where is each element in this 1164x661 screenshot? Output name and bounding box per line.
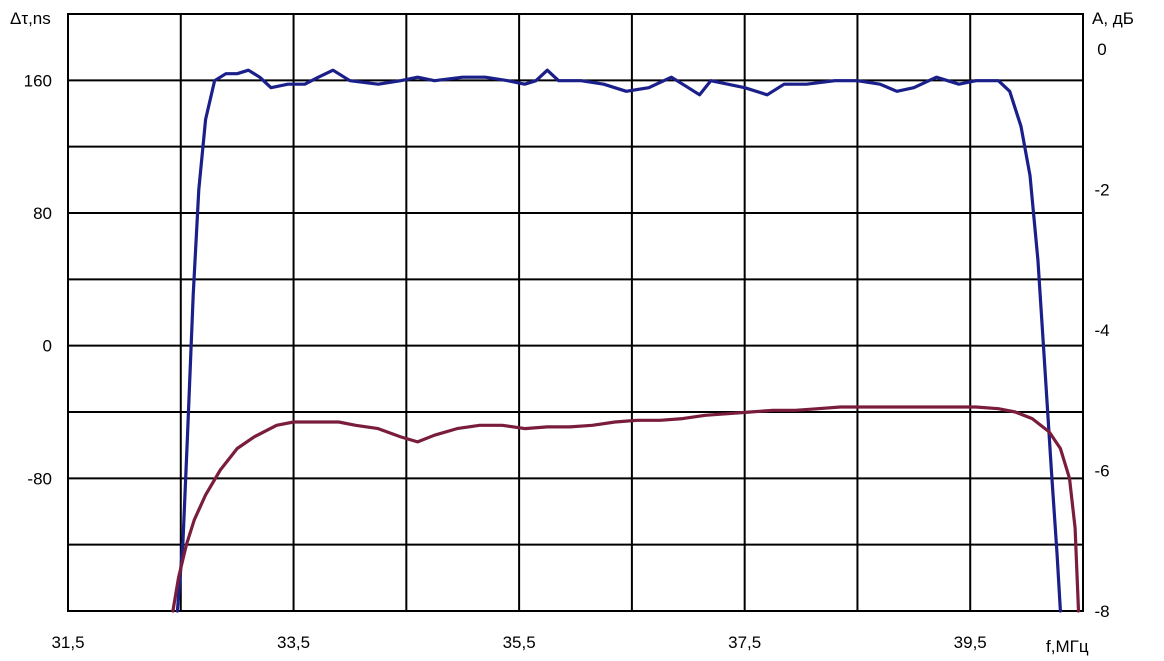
right-tick-label: -6	[1094, 462, 1109, 481]
x-tick-label: 37,5	[728, 633, 761, 652]
left-tick-labels: 160 80 0 -80	[24, 71, 52, 488]
left-tick-label: -80	[27, 469, 52, 488]
right-tick-label: -2	[1094, 181, 1109, 200]
x-tick-label: 35,5	[503, 633, 536, 652]
left-tick-label: 0	[43, 337, 52, 356]
right-tick-label: -8	[1094, 602, 1109, 621]
plot-frame	[67, 13, 1084, 612]
x-tick-label: 33,5	[277, 633, 310, 652]
series-line-1	[175, 68, 1063, 613]
x-tick-label: 39,5	[954, 633, 987, 652]
right-axis-title: A, дБ	[1092, 9, 1134, 28]
grid	[67, 13, 1084, 612]
series-line-2	[171, 405, 1081, 613]
right-tick-label: 0	[1097, 40, 1106, 59]
right-tick-labels: 0 -2 -4 -6 -8	[1094, 40, 1109, 621]
left-axis-title: Δτ,ns	[10, 9, 51, 28]
right-tick-label: -4	[1094, 321, 1109, 340]
plot-series	[171, 68, 1081, 613]
x-axis-title: f,МГц	[1046, 637, 1089, 656]
left-tick-label: 80	[33, 204, 52, 223]
x-tick-label: 31,5	[51, 633, 84, 652]
x-tick-labels: 31,5 33,5 35,5 37,5 39,5	[51, 633, 986, 652]
left-tick-label: 160	[24, 71, 52, 90]
